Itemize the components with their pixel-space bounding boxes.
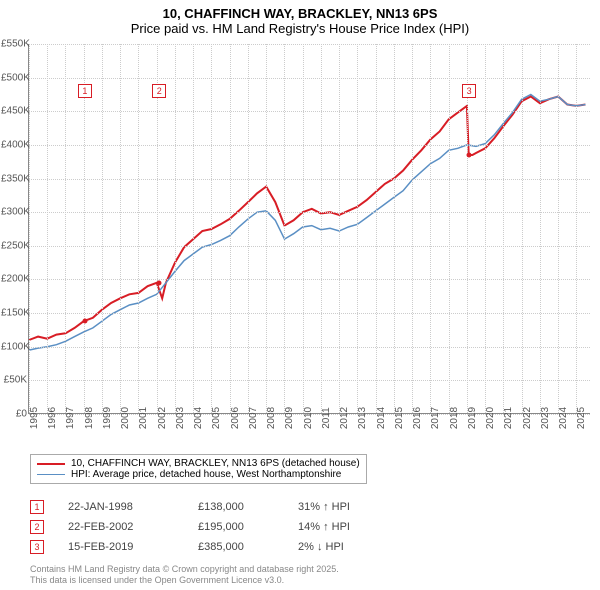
transaction-price: £385,000 [198,541,298,553]
x-tick-label: 1997 [65,407,76,429]
chart-container: 10, CHAFFINCH WAY, BRACKLEY, NN13 6PS Pr… [0,0,600,590]
x-tick-label: 2015 [394,407,405,429]
x-tick-label: 2008 [266,407,277,429]
legend-label: HPI: Average price, detached house, West… [71,469,341,480]
x-tick-label: 1999 [102,407,113,429]
transaction-delta: 14% ↑ HPI [298,521,398,533]
y-tick-label: £300K [1,207,27,218]
marker-box: 2 [152,84,166,98]
marker-ref: 3 [30,540,44,554]
legend-item: 10, CHAFFINCH WAY, BRACKLEY, NN13 6PS (d… [37,458,360,469]
x-tick-label: 2002 [157,407,168,429]
transaction-delta: 2% ↓ HPI [298,541,398,553]
transaction-delta: 31% ↑ HPI [298,501,398,513]
x-tick-label: 2004 [193,407,204,429]
marker-dot [82,319,87,324]
transactions-table: 1 22-JAN-1998£138,00031% ↑ HPI 2 22-FEB-200… [30,498,398,558]
x-tick-label: 2013 [357,407,368,429]
plot-area: £0£50K£100K£150K£200K£250K£300K£350K£400… [28,44,590,414]
x-tick-label: 2025 [576,407,587,429]
title-line1: 10, CHAFFINCH WAY, BRACKLEY, NN13 6PS [0,6,600,21]
x-tick-label: 2000 [120,407,131,429]
x-tick-label: 1995 [29,407,40,429]
y-tick-label: £250K [1,240,27,251]
transaction-price: £138,000 [198,501,298,513]
x-tick-label: 2022 [522,407,533,429]
transaction-date: 22-FEB-2002 [68,521,198,533]
legend-label: 10, CHAFFINCH WAY, BRACKLEY, NN13 6PS (d… [71,458,360,469]
legend-swatch [37,463,65,465]
credits-line1: Contains HM Land Registry data © Crown c… [30,564,339,575]
x-tick-label: 2006 [230,407,241,429]
x-tick-label: 1998 [84,407,95,429]
x-tick-label: 2017 [430,407,441,429]
x-tick-label: 2016 [412,407,423,429]
x-tick-label: 2014 [376,407,387,429]
transaction-row: 3 15-FEB-2019£385,0002% ↓ HPI [30,538,398,556]
series-price_paid [29,97,586,341]
x-tick-label: 2005 [211,407,222,429]
title-line2: Price paid vs. HM Land Registry's House … [0,21,600,36]
y-tick-label: £550K [1,39,27,50]
transaction-date: 22-JAN-1998 [68,501,198,513]
credits: Contains HM Land Registry data © Crown c… [30,564,339,586]
marker-ref: 1 [30,500,44,514]
x-tick-label: 2009 [284,407,295,429]
line-series-svg [29,44,591,414]
marker-dot [157,280,162,285]
legend: 10, CHAFFINCH WAY, BRACKLEY, NN13 6PS (d… [30,454,367,484]
y-tick-label: £350K [1,173,27,184]
transaction-date: 15-FEB-2019 [68,541,198,553]
marker-dot [467,153,472,158]
transaction-row: 1 22-JAN-1998£138,00031% ↑ HPI [30,498,398,516]
y-tick-label: £400K [1,139,27,150]
transaction-row: 2 22-FEB-2002£195,00014% ↑ HPI [30,518,398,536]
y-tick-label: £0 [1,409,27,420]
y-tick-label: £50K [1,375,27,386]
y-tick-label: £150K [1,308,27,319]
x-tick-label: 2018 [449,407,460,429]
x-tick-label: 2021 [503,407,514,429]
x-tick-label: 2012 [339,407,350,429]
x-tick-label: 2001 [138,407,149,429]
y-tick-label: £100K [1,341,27,352]
x-tick-label: 2023 [540,407,551,429]
x-tick-label: 1996 [47,407,58,429]
x-tick-label: 2010 [303,407,314,429]
y-tick-label: £500K [1,72,27,83]
series-hpi [29,95,586,351]
legend-item: HPI: Average price, detached house, West… [37,469,360,480]
x-tick-label: 2020 [485,407,496,429]
chart-title: 10, CHAFFINCH WAY, BRACKLEY, NN13 6PS Pr… [0,0,600,36]
legend-swatch [37,474,65,476]
marker-ref: 2 [30,520,44,534]
x-tick-label: 2019 [467,407,478,429]
credits-line2: This data is licensed under the Open Gov… [30,575,339,586]
y-tick-label: £200K [1,274,27,285]
x-tick-label: 2007 [248,407,259,429]
x-tick-label: 2003 [175,407,186,429]
x-tick-label: 2024 [558,407,569,429]
x-tick-label: 2011 [321,407,332,429]
marker-box: 1 [78,84,92,98]
transaction-price: £195,000 [198,521,298,533]
y-tick-label: £450K [1,106,27,117]
marker-box: 3 [462,84,476,98]
